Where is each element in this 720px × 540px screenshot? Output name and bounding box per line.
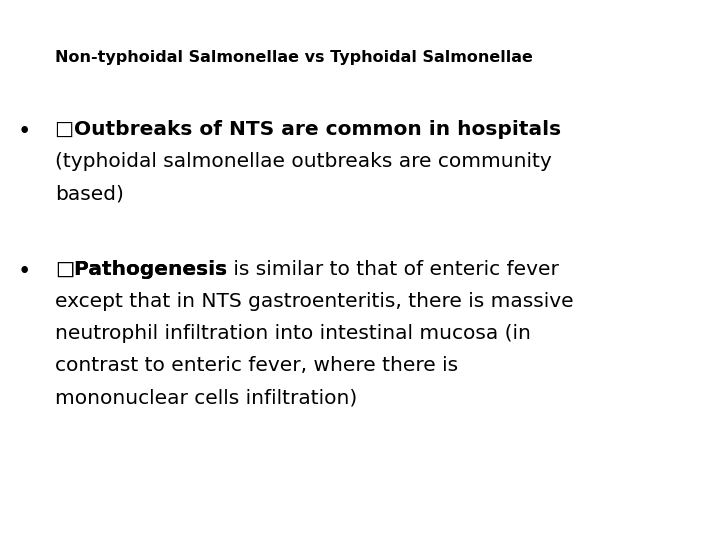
Text: except that in NTS gastroenteritis, there is massive: except that in NTS gastroenteritis, ther… (55, 292, 574, 311)
Text: □Pathogenesis: □Pathogenesis (55, 260, 227, 279)
Text: is similar to that of enteric fever: is similar to that of enteric fever (227, 260, 559, 279)
Text: (typhoidal salmonellae outbreaks are community: (typhoidal salmonellae outbreaks are com… (55, 152, 552, 171)
Text: based): based) (55, 184, 124, 203)
Text: contrast to enteric fever, where there is: contrast to enteric fever, where there i… (55, 356, 458, 375)
Text: neutrophil infiltration into intestinal mucosa (in: neutrophil infiltration into intestinal … (55, 324, 531, 343)
Text: •: • (18, 120, 32, 143)
Text: •: • (18, 260, 32, 283)
Text: mononuclear cells infiltration): mononuclear cells infiltration) (55, 388, 357, 407)
Text: □Outbreaks of NTS are common in hospitals: □Outbreaks of NTS are common in hospital… (55, 120, 561, 139)
Text: □Pathogenesis: □Pathogenesis (55, 260, 227, 279)
Text: Non-typhoidal Salmonellae vs Typhoidal Salmonellae: Non-typhoidal Salmonellae vs Typhoidal S… (55, 50, 533, 65)
